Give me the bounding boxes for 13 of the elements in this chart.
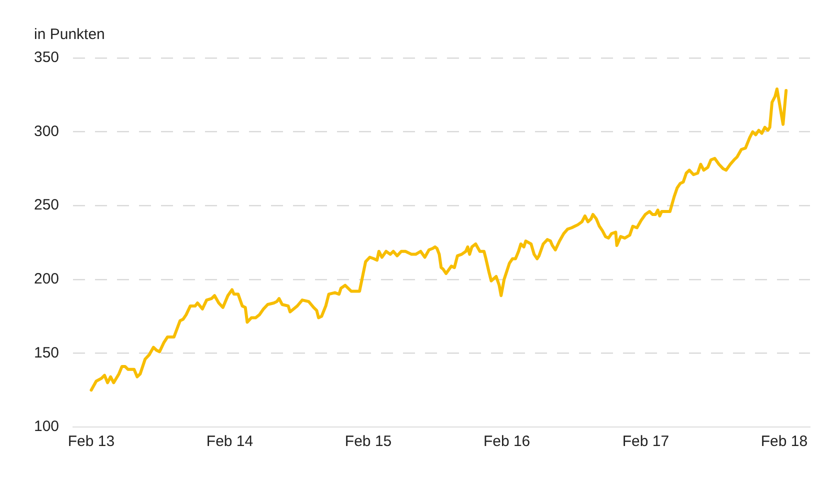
- y-tick-label: 200: [34, 270, 60, 288]
- x-tick-label: Feb 15: [344, 433, 392, 450]
- y-tick-label: 350: [34, 49, 60, 66]
- y-tick-label: 250: [34, 196, 60, 214]
- x-tick-label: Feb 16: [483, 433, 530, 450]
- y-tick-label: 100: [34, 418, 60, 436]
- y-tick-label: 300: [34, 122, 60, 140]
- x-tick-label: Feb 18: [760, 433, 808, 450]
- y-axis-title: in Punkten: [34, 26, 105, 43]
- x-tick-label: Feb 17: [622, 433, 670, 450]
- x-tick-label: Feb 13: [68, 433, 115, 450]
- y-tick-label: 150: [34, 344, 60, 362]
- x-tick-label: Feb 14: [206, 433, 254, 450]
